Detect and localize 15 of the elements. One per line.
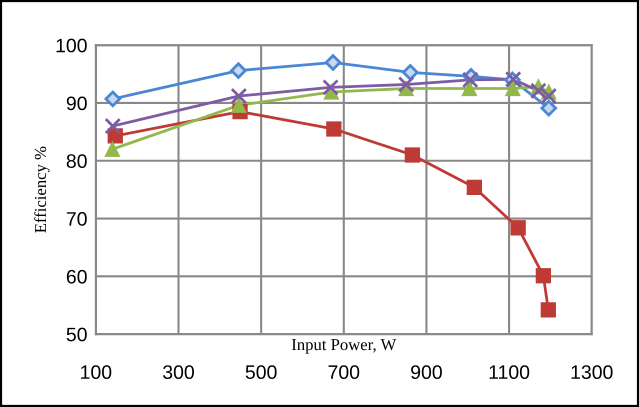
y-tick-label: 70 (66, 212, 87, 226)
y-tick-label: 80 (66, 154, 87, 168)
x-tick-label: 500 (246, 365, 277, 379)
x-tick-label: 100 (81, 365, 112, 379)
x-tick-label: 700 (328, 365, 360, 379)
y-axis-title: Efficiency % (34, 146, 50, 233)
x-tick-label: 300 (163, 365, 194, 379)
x-axis-title: Input Power, W (292, 339, 396, 354)
y-tick-label: 90 (66, 96, 87, 110)
y-tick-label: 60 (66, 270, 87, 284)
x-tick-label: 1100 (490, 365, 530, 379)
x-tick-label: 1300 (572, 365, 613, 379)
x-tick-label: 900 (411, 365, 442, 379)
y-tick-label: 50 (66, 328, 87, 342)
y-tick-label: 100 (56, 38, 87, 52)
